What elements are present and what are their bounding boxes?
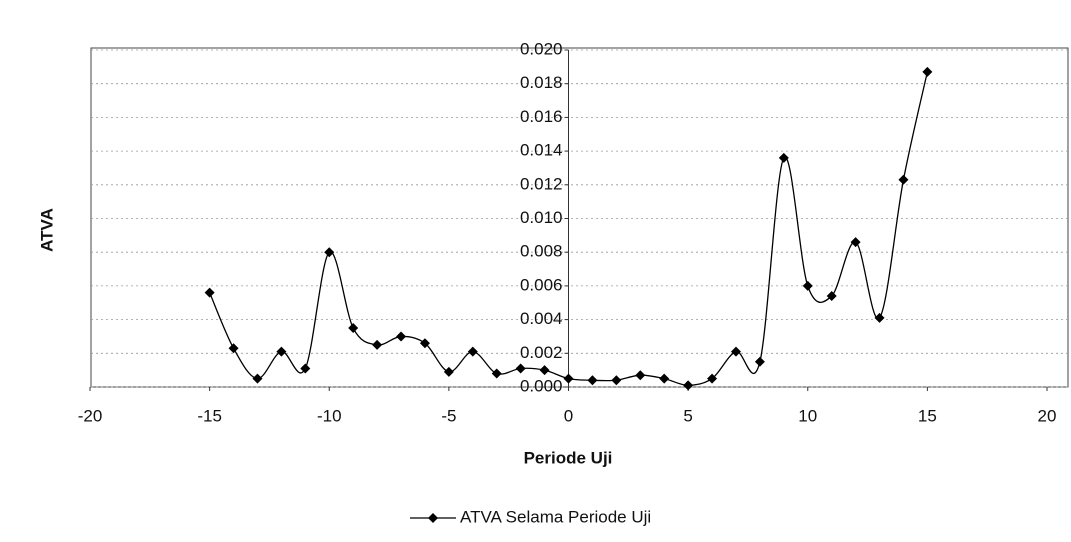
x-tick-label: 0 [564, 406, 573, 425]
y-tick-label: 0.016 [520, 107, 563, 126]
y-axis-title: ATVA [37, 208, 56, 252]
data-marker [778, 152, 789, 163]
x-axis-title: Periode Uji [524, 448, 613, 467]
data-marker [826, 291, 837, 302]
data-marker [204, 287, 215, 298]
data-marker [467, 346, 478, 357]
x-tick-label: 5 [683, 406, 692, 425]
x-tick-label: -10 [317, 406, 342, 425]
data-marker [563, 373, 574, 384]
data-marker [850, 237, 861, 248]
y-tick-label: 0.006 [520, 275, 563, 294]
data-marker [683, 380, 694, 391]
data-marker [707, 373, 718, 384]
data-marker [372, 339, 383, 350]
x-tick-label: 15 [918, 406, 937, 425]
legend-marker [428, 513, 438, 523]
data-marker [348, 323, 359, 334]
data-marker [324, 247, 335, 258]
y-tick-label: 0.020 [520, 39, 563, 58]
x-tick-label: -5 [441, 406, 456, 425]
data-marker [587, 375, 598, 386]
y-tick-label: 0.010 [520, 208, 563, 227]
data-marker [754, 356, 765, 367]
y-tick-label: 0.002 [520, 343, 563, 362]
data-marker [515, 363, 526, 374]
y-tick-label: 0.000 [520, 376, 563, 395]
data-marker [228, 343, 239, 354]
y-tick-label: 0.012 [520, 174, 563, 193]
data-marker [611, 375, 622, 386]
x-tick-label: 20 [1038, 406, 1057, 425]
legend-label: ATVA Selama Periode Uji [460, 507, 651, 526]
data-marker [730, 346, 741, 357]
data-marker [443, 366, 454, 377]
data-marker [252, 373, 263, 384]
data-marker [491, 368, 502, 379]
data-marker [874, 312, 885, 323]
data-marker [635, 370, 646, 381]
x-tick-label: -20 [78, 406, 103, 425]
y-tick-label: 0.008 [520, 242, 563, 261]
data-marker [802, 280, 813, 291]
data-marker [922, 66, 933, 77]
x-tick-label: -15 [197, 406, 222, 425]
data-marker [300, 363, 311, 374]
x-tick-label: 10 [798, 406, 817, 425]
y-tick-label: 0.004 [520, 309, 563, 328]
data-marker [898, 174, 909, 185]
data-marker [396, 331, 407, 342]
y-tick-label: 0.014 [520, 141, 563, 160]
data-marker [539, 365, 550, 376]
plot-frame [90, 47, 1069, 388]
data-marker [659, 373, 670, 384]
data-marker [276, 346, 287, 357]
y-tick-label: 0.018 [520, 73, 563, 92]
data-marker [419, 338, 430, 349]
